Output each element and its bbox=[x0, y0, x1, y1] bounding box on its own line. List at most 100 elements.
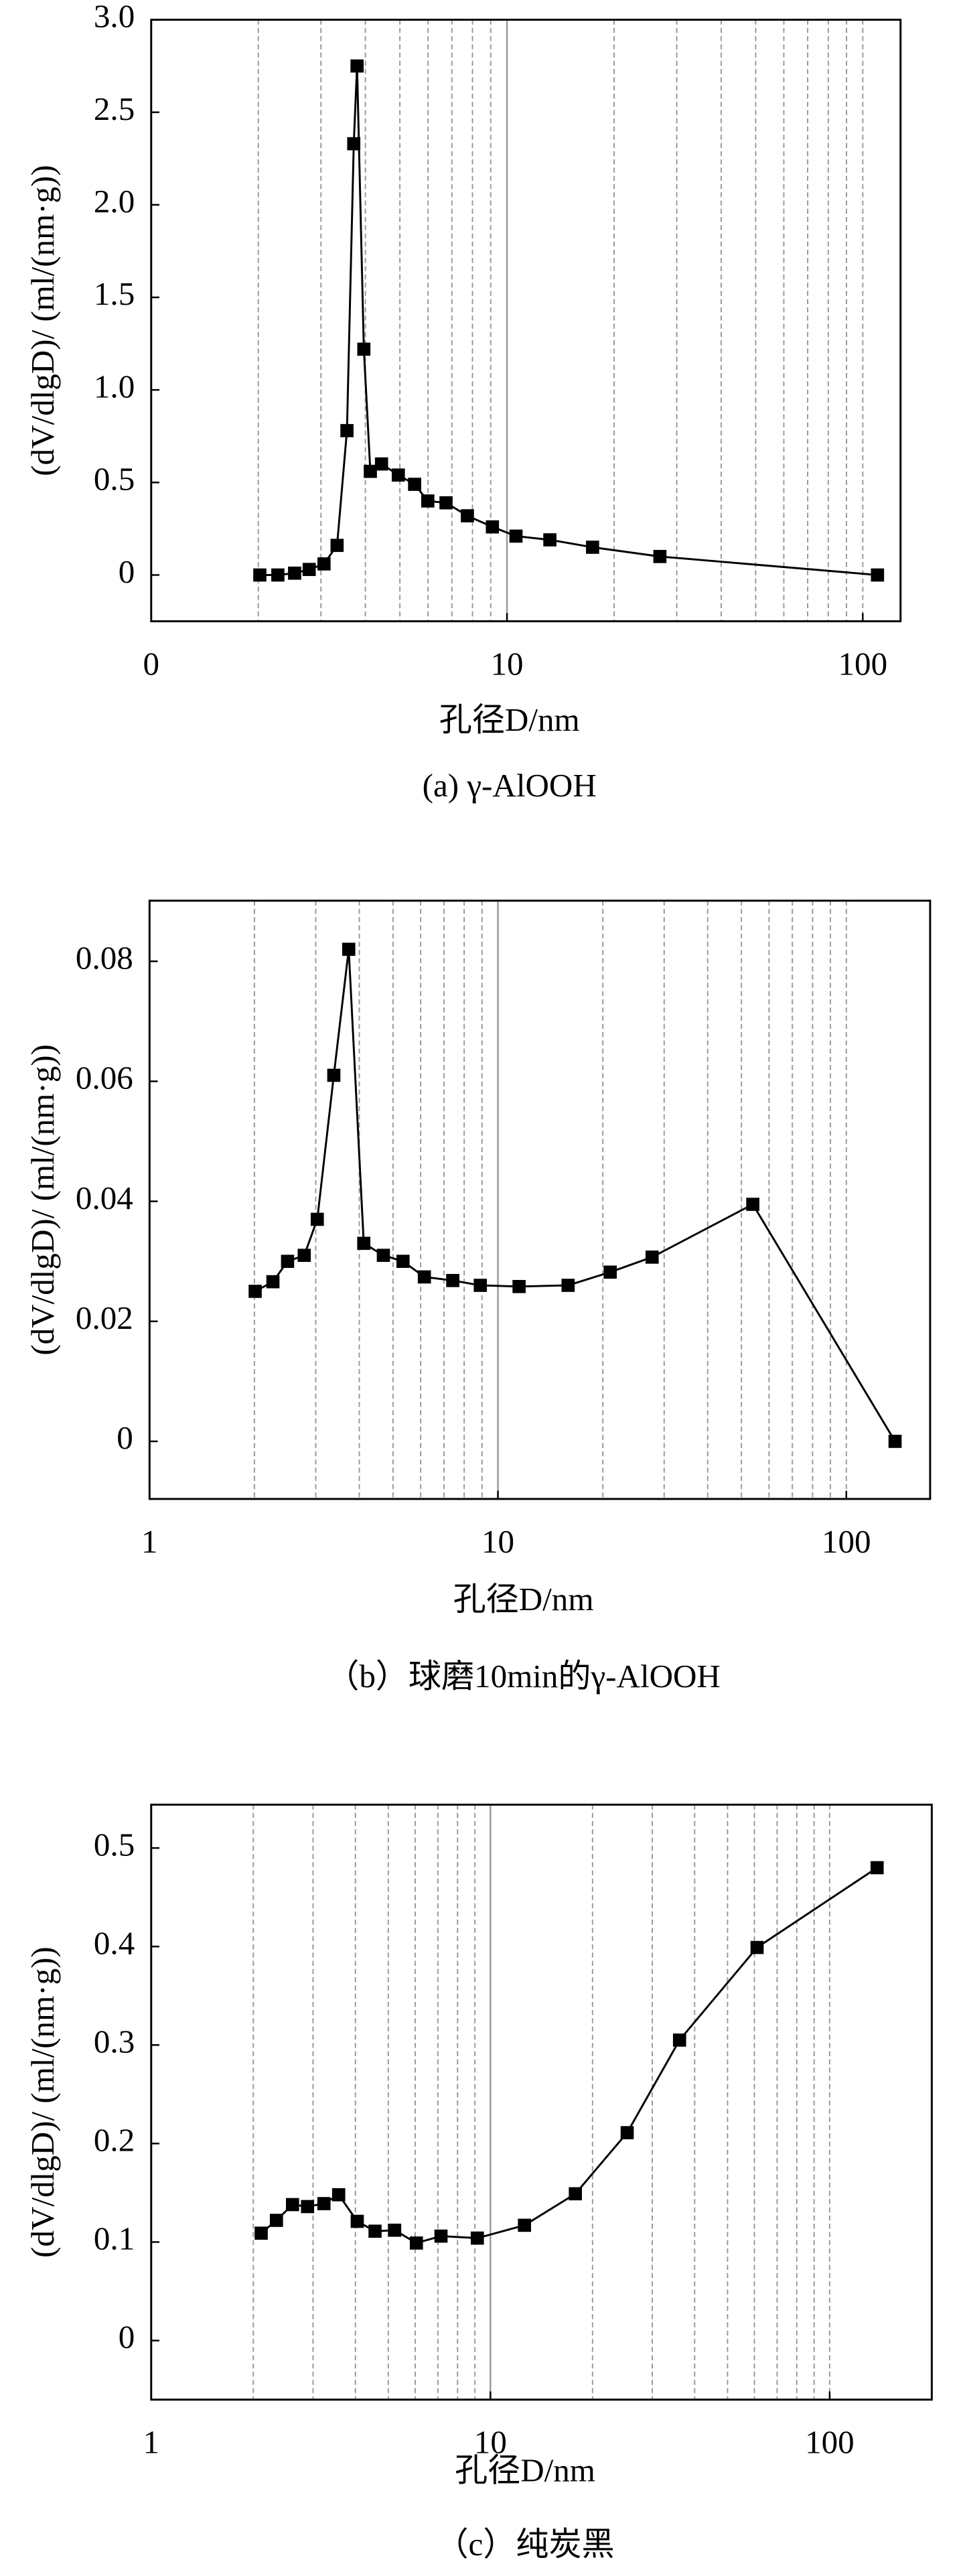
panel: 0 0.1 0.2 0.3 0.4 0.5 1 10 100 (dV/dlgD)/ (ml/(nm… bbox=[24, 1803, 933, 2563]
y-tick-label: 0 bbox=[119, 2319, 135, 2356]
data-point bbox=[473, 1279, 488, 1292]
x-axis-title: 孔径D/nm bbox=[453, 1581, 594, 1618]
data-point bbox=[248, 1285, 262, 1298]
data-point bbox=[271, 568, 285, 582]
data-point bbox=[376, 1248, 390, 1263]
data-point bbox=[301, 2200, 315, 2214]
data-point bbox=[653, 550, 667, 563]
data-point bbox=[253, 568, 267, 582]
caption: （b）球磨10min的γ-AlOOH bbox=[326, 1658, 721, 1695]
y-tick-label: 2.0 bbox=[94, 183, 135, 220]
data-point bbox=[446, 1274, 459, 1287]
data-point bbox=[871, 568, 885, 582]
y-tick-label: 0 bbox=[117, 1419, 133, 1456]
data-point bbox=[281, 1255, 295, 1268]
y-tick-label: 0.2 bbox=[94, 2122, 135, 2159]
plot-frame bbox=[150, 18, 902, 623]
data-point bbox=[421, 494, 435, 508]
x-tick-label: 10 bbox=[474, 2424, 507, 2461]
data-point bbox=[357, 1236, 371, 1250]
data-point bbox=[391, 468, 405, 482]
y-tick-label: 0 bbox=[119, 553, 135, 590]
data-point bbox=[750, 1940, 764, 1954]
y-axis-title: (dV/dlgD)/ (ml/(nm·g)) bbox=[24, 1044, 61, 1356]
x-tick-label: 100 bbox=[822, 1523, 871, 1560]
data-point bbox=[439, 496, 453, 510]
y-tick-label: 0.04 bbox=[76, 1179, 133, 1216]
data-point bbox=[408, 478, 421, 491]
data-point bbox=[470, 2231, 484, 2245]
y-tick-label: 0.06 bbox=[76, 1060, 133, 1096]
data-point bbox=[330, 539, 344, 553]
data-point bbox=[317, 557, 331, 571]
y-tick-label: 0.08 bbox=[76, 939, 133, 976]
y-tick-label: 3.0 bbox=[94, 0, 135, 35]
data-point bbox=[357, 342, 371, 356]
data-point bbox=[302, 563, 316, 577]
x-tick-label: 0 bbox=[143, 646, 160, 683]
data-point bbox=[374, 457, 388, 471]
y-tick-label: 1.0 bbox=[94, 368, 135, 405]
caption: (a) γ-AlOOH bbox=[423, 767, 597, 804]
y-tick-label: 0.5 bbox=[94, 1826, 135, 1863]
data-point bbox=[512, 1279, 526, 1293]
data-line bbox=[254, 949, 896, 1442]
data-point bbox=[368, 2224, 382, 2238]
x-axis-title: 孔径D/nm bbox=[439, 701, 580, 738]
y-tick-label: 0.5 bbox=[94, 461, 135, 498]
data-point bbox=[543, 533, 557, 547]
y-tick-label: 1.5 bbox=[94, 275, 135, 312]
data-point bbox=[486, 520, 500, 534]
panel: 0 0.02 0.04 0.06 0.08 1 10 100 (dV/dlgD)/ (ml/(n… bbox=[24, 900, 932, 1695]
data-point bbox=[317, 2197, 331, 2210]
x-tick-label: 100 bbox=[838, 646, 888, 683]
data-point bbox=[340, 424, 354, 437]
y-axis-title: (dV/dlgD)/ (ml/(nm·g)) bbox=[24, 1946, 61, 2258]
y-tick-label: 2.5 bbox=[94, 90, 135, 127]
data-point bbox=[409, 2236, 423, 2250]
data-point bbox=[388, 2223, 402, 2237]
data-point bbox=[331, 2188, 346, 2202]
x-tick-label: 100 bbox=[805, 2424, 855, 2461]
data-point bbox=[434, 2229, 448, 2243]
data-point bbox=[461, 509, 474, 522]
data-point bbox=[518, 2218, 531, 2232]
data-point bbox=[350, 59, 364, 73]
data-point bbox=[286, 2198, 299, 2212]
data-point bbox=[288, 566, 301, 580]
data-point bbox=[586, 541, 599, 554]
data-point bbox=[347, 137, 361, 151]
y-tick-label: 0.4 bbox=[94, 1924, 135, 1961]
x-tick-label: 10 bbox=[482, 1523, 514, 1560]
x-tick-label: 1 bbox=[141, 1523, 158, 1560]
data-point bbox=[327, 1068, 341, 1082]
data-point bbox=[297, 1248, 311, 1263]
data-point bbox=[569, 2187, 582, 2201]
data-point bbox=[266, 1275, 280, 1289]
data-point bbox=[364, 464, 377, 478]
data-point bbox=[350, 2214, 364, 2228]
data-point bbox=[509, 529, 523, 543]
data-point bbox=[396, 1255, 410, 1268]
data-point bbox=[342, 942, 356, 956]
y-tick-label: 0.1 bbox=[94, 2220, 135, 2257]
data-point bbox=[746, 1198, 759, 1211]
caption: （c）纯炭黑 bbox=[435, 2526, 614, 2563]
plot-frame bbox=[150, 1803, 933, 2401]
y-tick-label: 0.02 bbox=[76, 1299, 133, 1336]
data-point bbox=[417, 1270, 431, 1284]
data-point bbox=[645, 1250, 659, 1264]
data-point bbox=[310, 1212, 324, 1226]
y-axis-title: (dV/dlgD)/ (ml/(nm·g)) bbox=[24, 165, 61, 476]
data-point bbox=[620, 2126, 634, 2139]
data-point bbox=[603, 1265, 617, 1279]
x-tick-label: 1 bbox=[143, 2424, 160, 2461]
data-point bbox=[254, 2226, 268, 2240]
panel: 0 0.5 1.0 1.5 2.0 2.5 3.0 0 10 100 (dV/dlgD)/ (ml/… bbox=[24, 0, 902, 804]
data-line bbox=[261, 1867, 878, 2244]
data-point bbox=[561, 1279, 575, 1292]
y-tick-label: 0.3 bbox=[94, 2023, 135, 2060]
data-point bbox=[870, 1861, 884, 1875]
